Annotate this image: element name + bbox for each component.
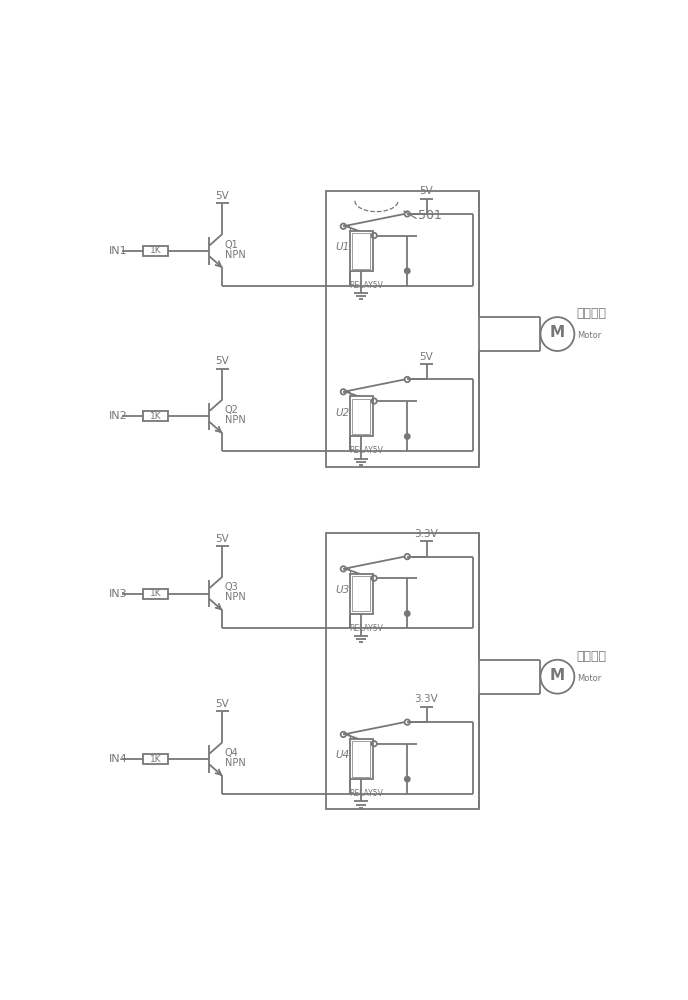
Bar (352, 399, 370, 434)
Text: IN4: IN4 (109, 754, 128, 764)
Text: IN2: IN2 (109, 411, 128, 421)
Text: 501: 501 (418, 209, 442, 222)
Text: 3.3V: 3.3V (415, 529, 438, 539)
Text: NPN: NPN (225, 592, 246, 602)
Text: NPN: NPN (225, 758, 246, 768)
Bar (352, 741, 370, 777)
Text: 5V: 5V (420, 186, 433, 196)
Bar (143, 589, 168, 599)
Bar (326, 191, 479, 466)
Text: U2: U2 (335, 408, 350, 418)
Text: 1K: 1K (150, 755, 161, 764)
Text: Q2: Q2 (225, 405, 239, 415)
Bar (352, 576, 370, 611)
Text: RELAY5V: RELAY5V (350, 446, 383, 455)
Bar (143, 411, 168, 421)
Text: 水平电机: 水平电机 (577, 650, 607, 663)
Circle shape (405, 611, 410, 616)
Text: NPN: NPN (225, 250, 246, 260)
Text: U4: U4 (335, 750, 350, 760)
Text: 竖直电机: 竖直电机 (577, 307, 607, 320)
Bar (143, 246, 168, 256)
Text: 5V: 5V (215, 191, 229, 201)
Text: RELAY5V: RELAY5V (350, 624, 383, 633)
Text: Q4: Q4 (225, 748, 239, 758)
Text: U3: U3 (335, 585, 350, 595)
Text: IN3: IN3 (109, 589, 128, 599)
Circle shape (405, 268, 410, 274)
Text: RELAY5V: RELAY5V (350, 281, 383, 290)
Text: 5V: 5V (215, 356, 229, 366)
Text: 5V: 5V (420, 352, 433, 362)
Bar (352, 233, 370, 269)
Text: Q3: Q3 (225, 582, 239, 592)
Text: 1K: 1K (150, 246, 161, 255)
Text: 1K: 1K (150, 589, 161, 598)
Text: 1K: 1K (150, 412, 161, 421)
Text: U1: U1 (335, 242, 350, 252)
Text: NPN: NPN (225, 415, 246, 425)
Bar (350, 396, 373, 436)
Text: Q1: Q1 (225, 240, 239, 250)
Bar (326, 533, 479, 809)
Text: Motor: Motor (577, 331, 601, 340)
Text: Motor: Motor (577, 674, 601, 683)
Text: 5V: 5V (215, 534, 229, 544)
Circle shape (405, 434, 410, 439)
Bar (350, 231, 373, 271)
Bar (350, 739, 373, 779)
Bar (350, 574, 373, 614)
Text: 3.3V: 3.3V (415, 694, 438, 704)
Text: M: M (550, 325, 565, 340)
Text: M: M (550, 668, 565, 683)
Text: RELAY5V: RELAY5V (350, 789, 383, 798)
Text: 5V: 5V (215, 699, 229, 709)
Bar (143, 754, 168, 764)
Circle shape (405, 776, 410, 782)
Text: IN1: IN1 (109, 246, 128, 256)
